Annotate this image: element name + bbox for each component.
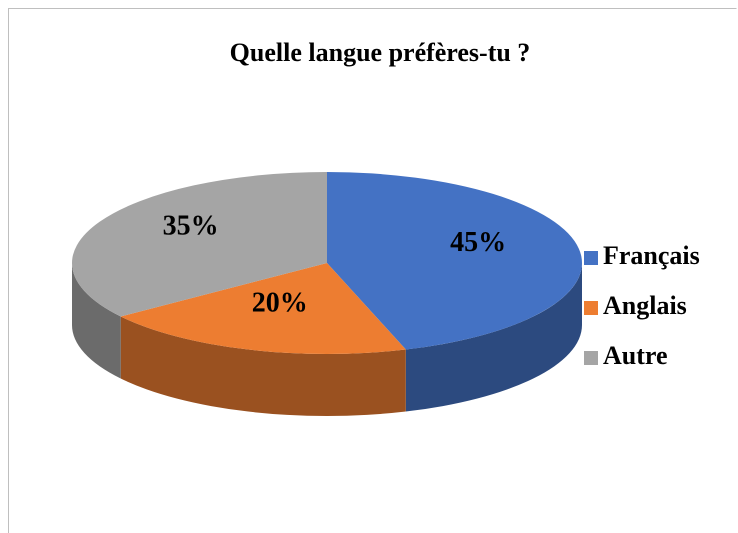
legend-label: Français xyxy=(603,241,700,270)
pie-side xyxy=(405,263,582,412)
chart-border xyxy=(8,8,737,533)
legend-label: Anglais xyxy=(603,291,687,320)
legend-swatch xyxy=(584,351,598,365)
chart-title: Quelle langue préfères-tu ? xyxy=(230,38,531,67)
pie-slice xyxy=(71,172,327,317)
pie-side xyxy=(72,263,121,379)
pie-slice xyxy=(120,263,406,354)
legend-swatch xyxy=(584,251,598,265)
data-label: 45% xyxy=(450,227,506,258)
pie-side xyxy=(120,316,406,417)
legend-label: Autre xyxy=(603,341,668,370)
data-label: 35% xyxy=(163,211,219,242)
pie-slice xyxy=(327,172,583,350)
data-label: 20% xyxy=(252,287,308,318)
legend-swatch xyxy=(584,301,598,315)
